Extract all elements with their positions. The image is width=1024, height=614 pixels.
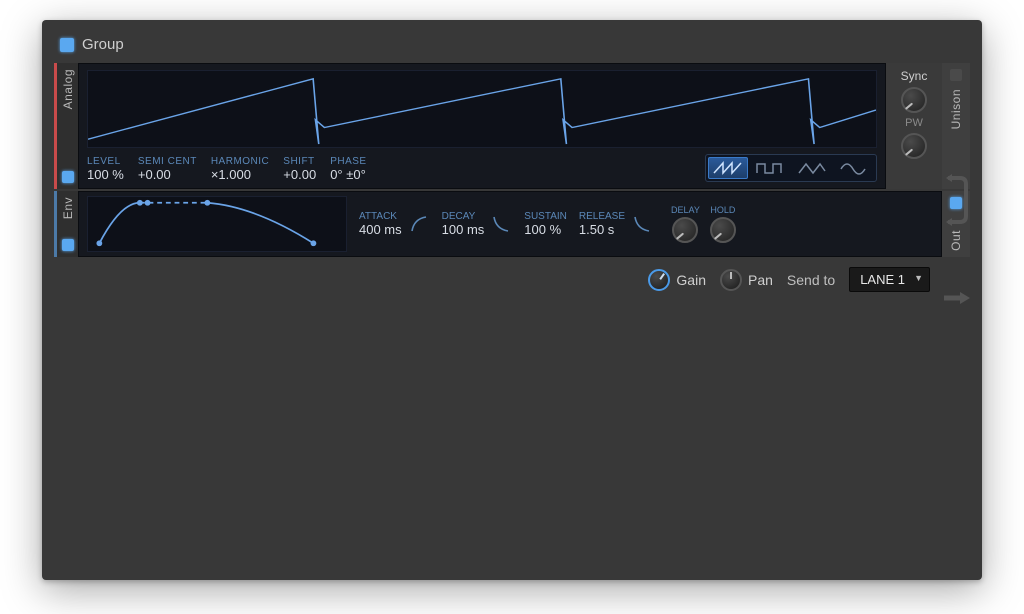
pw-label: PW [905, 117, 923, 129]
wave-saw-button[interactable] [708, 157, 748, 179]
waveform-display[interactable] [87, 70, 877, 148]
pan-control[interactable]: Pan [720, 269, 773, 291]
env-led[interactable] [62, 239, 74, 251]
output-arrow-icon [944, 288, 970, 311]
unison-label: Unison [949, 89, 963, 129]
sendto-label: Send to [787, 272, 835, 288]
group-power-led[interactable] [60, 38, 74, 52]
env-body: ATTACK 400 ms DECAY 100 ms SUSTAIN [78, 191, 942, 257]
delay-label: DELAY [671, 205, 700, 215]
wave-triangle-button[interactable] [792, 157, 832, 179]
group-title: Group [82, 36, 124, 53]
param-harmonic[interactable]: HARMONIC ×1.000 [211, 156, 269, 182]
analog-side-tab[interactable]: Analog [54, 63, 78, 189]
envelope-graph[interactable] [87, 196, 347, 252]
analog-led[interactable] [62, 171, 74, 183]
delay-knob[interactable] [672, 217, 698, 243]
group-header: Group [54, 32, 970, 63]
sync-knob[interactable] [901, 87, 927, 113]
env-delay-hold: DELAY HOLD [671, 205, 736, 243]
wave-square-button[interactable] [750, 157, 790, 179]
env-tab-label: Env [61, 197, 75, 219]
analog-right-panel: Sync PW [886, 63, 942, 189]
analog-module: Analog LEVEL 100 % SEMI CENT +0.00 HA [54, 63, 970, 189]
param-phase[interactable]: PHASE 0° ±0° [330, 156, 366, 182]
sync-label: Sync [901, 69, 928, 83]
feedback-loop-icon [944, 170, 968, 236]
param-semicent[interactable]: SEMI CENT +0.00 [138, 156, 197, 182]
attack-curve-icon[interactable] [408, 213, 430, 235]
pw-knob[interactable] [901, 133, 927, 159]
lane-select[interactable]: LANE 1 [849, 267, 930, 292]
env-decay-group[interactable]: DECAY 100 ms [442, 211, 513, 237]
hold-label: HOLD [710, 205, 735, 215]
analog-tab-label: Analog [61, 69, 75, 109]
env-sustain-group[interactable]: SUSTAIN 100 % [524, 211, 567, 237]
hold-knob[interactable] [710, 217, 736, 243]
env-attack-group[interactable]: ATTACK 400 ms [359, 211, 430, 237]
unison-led[interactable] [950, 69, 962, 81]
wave-sine-button[interactable] [834, 157, 874, 179]
env-module: Env ATTACK 400 ms [54, 191, 970, 257]
param-shift[interactable]: SHIFT +0.00 [283, 156, 316, 182]
decay-curve-icon[interactable] [490, 213, 512, 235]
wave-shape-selector [705, 154, 877, 182]
env-release-group[interactable]: RELEASE 1.50 s [579, 211, 653, 237]
release-curve-icon[interactable] [631, 213, 653, 235]
footer-row: Gain Pan Send to LANE 1 [54, 259, 970, 292]
pan-knob[interactable] [720, 269, 742, 291]
param-level[interactable]: LEVEL 100 % [87, 156, 124, 182]
gain-control[interactable]: Gain [648, 269, 706, 291]
analog-body: LEVEL 100 % SEMI CENT +0.00 HARMONIC ×1.… [78, 63, 886, 189]
env-side-tab[interactable]: Env [54, 191, 78, 257]
synth-window: Group Analog LEVEL 100 % SEMI CENT +0.00 [42, 20, 982, 580]
gain-knob[interactable] [648, 269, 670, 291]
analog-param-row: LEVEL 100 % SEMI CENT +0.00 HARMONIC ×1.… [87, 154, 877, 182]
